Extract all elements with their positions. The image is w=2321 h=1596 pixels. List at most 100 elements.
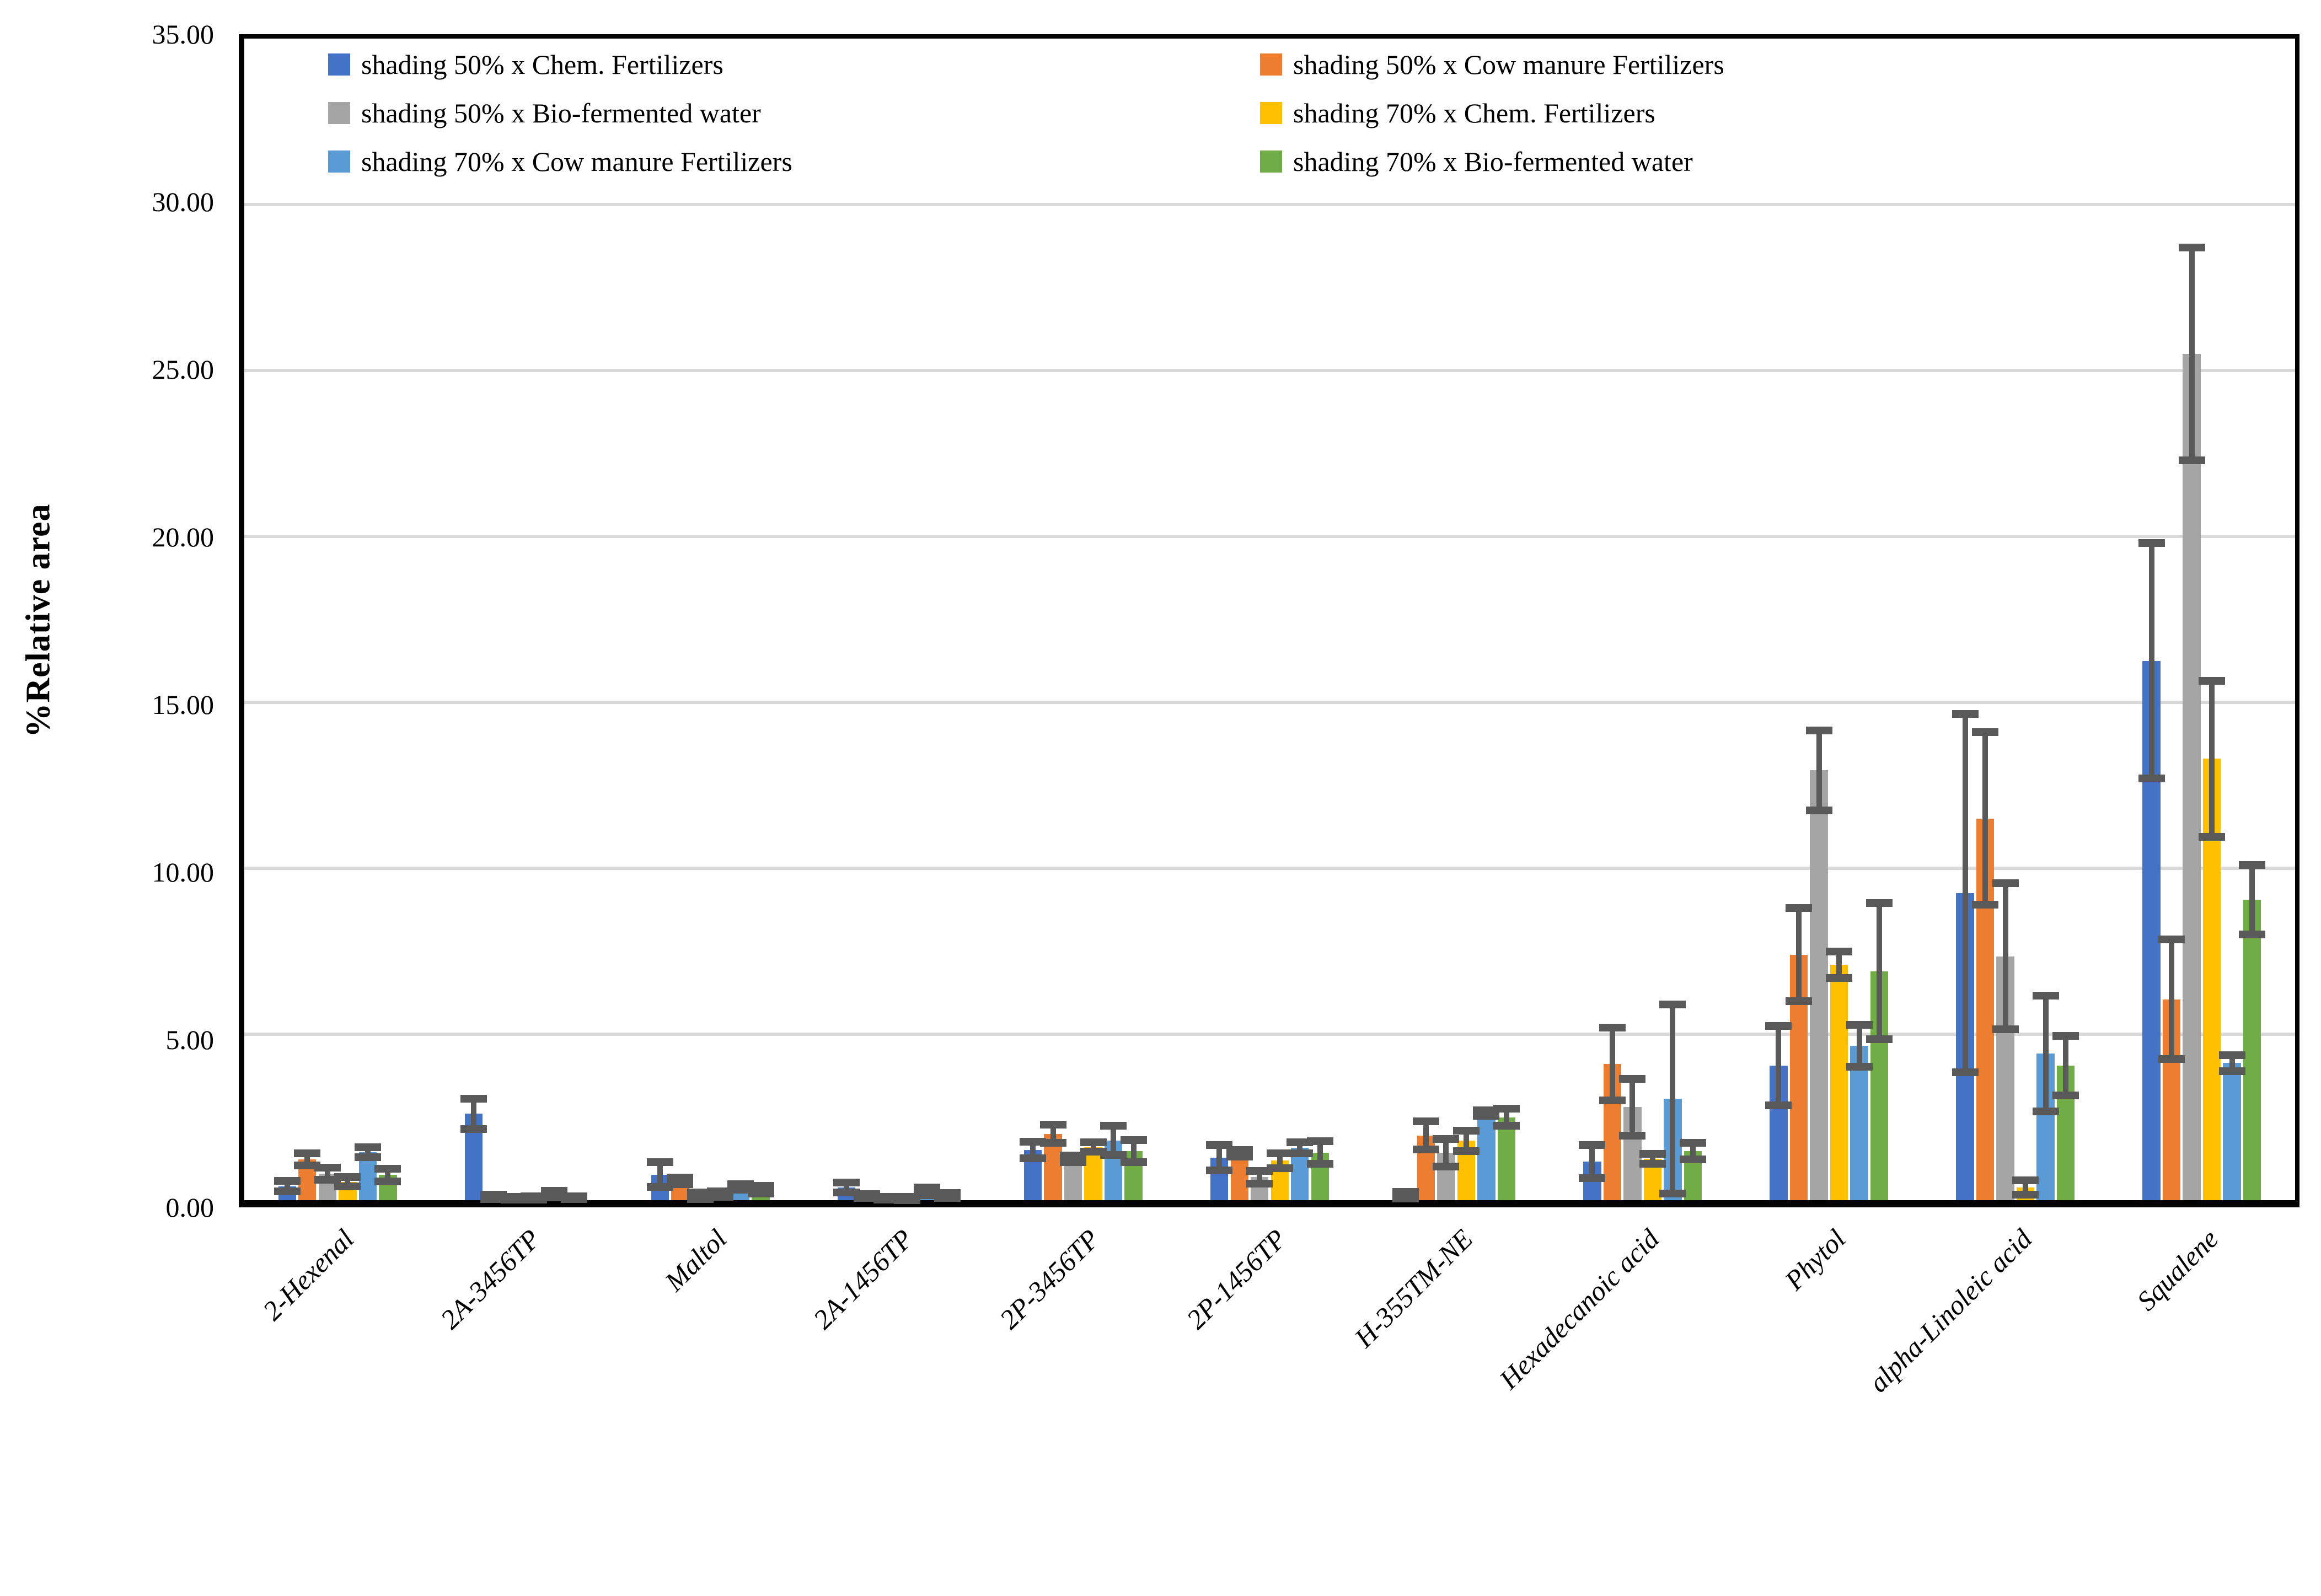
error-cap-high-2P-3456TP-series-4 bbox=[1100, 1122, 1127, 1130]
error-cap-high-H-355TM-NE-series-1 bbox=[1412, 1117, 1439, 1126]
error-cap-high-Maltol-series-4 bbox=[727, 1180, 754, 1188]
bar-Squalene-series-2 bbox=[2183, 353, 2201, 1200]
error-cap-low-2-Hexenal-series-4 bbox=[354, 1153, 381, 1161]
error-cap-low-Hexadecanoic acid-series-1 bbox=[1599, 1097, 1626, 1105]
error-bar-2P-1456TP-series-3 bbox=[1277, 1153, 1283, 1169]
error-cap-low-2A-1456TP-series-3 bbox=[893, 1196, 920, 1204]
error-cap-low-Phytol-series-4 bbox=[1846, 1063, 1873, 1071]
error-cap-high-H-355TM-NE-series-5 bbox=[1493, 1104, 1520, 1113]
error-cap-high-Phytol-series-2 bbox=[1805, 727, 1832, 735]
error-cap-high-alpha-Linoleic acid-series-2 bbox=[1992, 879, 2019, 888]
legend-label: shading 70% x Bio-fermented water bbox=[1293, 146, 1693, 177]
x-label-2P-3456TP: 2P-3456TP bbox=[994, 1223, 1106, 1335]
error-bar-Hexadecanoic acid-series-2 bbox=[1629, 1079, 1636, 1136]
error-bar-Phytol-series-5 bbox=[1877, 903, 1883, 1040]
error-cap-high-alpha-Linoleic acid-series-5 bbox=[2052, 1032, 2079, 1040]
error-bar-2P-1456TP-series-2 bbox=[1257, 1171, 1263, 1184]
error-cap-low-alpha-Linoleic acid-series-2 bbox=[1992, 1025, 2019, 1033]
error-cap-high-2P-3456TP-series-1 bbox=[1039, 1121, 1066, 1129]
error-cap-low-Hexadecanoic acid-series-5 bbox=[1679, 1155, 1706, 1163]
error-bar-Hexadecanoic acid-series-5 bbox=[1690, 1142, 1696, 1159]
plot-inner bbox=[244, 39, 2295, 1204]
error-cap-low-Maltol-series-0 bbox=[646, 1183, 673, 1191]
error-cap-high-Maltol-series-2 bbox=[687, 1189, 714, 1197]
error-cap-low-Squalene-series-1 bbox=[2158, 1055, 2185, 1063]
error-cap-high-2-Hexenal-series-5 bbox=[374, 1164, 401, 1173]
error-bar-2P-3456TP-series-4 bbox=[1111, 1126, 1117, 1156]
bar-H-355TM-NE-series-5 bbox=[1497, 1117, 1516, 1200]
legend-swatch-icon bbox=[1260, 151, 1282, 173]
error-cap-low-2A-1456TP-series-0 bbox=[833, 1189, 860, 1197]
error-bar-2A-1456TP-series-0 bbox=[844, 1183, 850, 1193]
error-cap-low-2P-3456TP-series-4 bbox=[1100, 1151, 1127, 1159]
error-cap-low-H-355TM-NE-series-1 bbox=[1412, 1145, 1439, 1153]
error-cap-high-Squalene-series-0 bbox=[2138, 539, 2165, 547]
error-cap-low-2P-3456TP-series-2 bbox=[1060, 1158, 1087, 1166]
error-cap-low-Phytol-series-2 bbox=[1805, 806, 1832, 814]
error-cap-high-2A-1456TP-series-0 bbox=[833, 1179, 860, 1187]
error-cap-low-Maltol-series-1 bbox=[667, 1180, 694, 1189]
plot-area bbox=[239, 34, 2299, 1207]
error-cap-high-2-Hexenal-series-3 bbox=[334, 1173, 361, 1181]
error-cap-high-2P-3456TP-series-0 bbox=[1020, 1138, 1047, 1146]
error-cap-high-Phytol-series-5 bbox=[1866, 899, 1893, 907]
error-cap-high-Hexadecanoic acid-series-0 bbox=[1579, 1141, 1606, 1149]
error-cap-low-Phytol-series-0 bbox=[1765, 1101, 1792, 1110]
x-label-Phytol: Phytol bbox=[1778, 1223, 1852, 1296]
error-bar-Phytol-series-1 bbox=[1796, 908, 1802, 1001]
error-cap-low-alpha-Linoleic acid-series-1 bbox=[1972, 901, 1999, 909]
error-cap-high-2P-1456TP-series-2 bbox=[1246, 1167, 1273, 1175]
error-bar-2P-3456TP-series-5 bbox=[1130, 1140, 1137, 1162]
bar-Squalene-series-4 bbox=[2223, 1063, 2241, 1200]
error-cap-low-Squalene-series-5 bbox=[2239, 931, 2266, 939]
error-cap-low-H-355TM-NE-series-2 bbox=[1433, 1163, 1460, 1171]
y-tick-5.00: 5.00 bbox=[165, 1024, 215, 1055]
error-cap-high-alpha-Linoleic acid-series-4 bbox=[2032, 991, 2059, 999]
error-cap-low-Squalene-series-3 bbox=[2199, 832, 2226, 841]
legend-item-3: shading 70% x Chem. Fertilizers bbox=[1260, 96, 1655, 130]
error-bar-2P-3456TP-series-3 bbox=[1090, 1142, 1096, 1152]
error-cap-low-Squalene-series-2 bbox=[2178, 456, 2205, 464]
error-cap-high-2A-1456TP-series-4 bbox=[914, 1183, 941, 1191]
error-cap-high-2-Hexenal-series-1 bbox=[294, 1149, 321, 1157]
error-cap-high-2-Hexenal-series-4 bbox=[354, 1143, 381, 1151]
error-cap-high-Phytol-series-3 bbox=[1826, 947, 1853, 955]
error-bar-2P-1456TP-series-5 bbox=[1317, 1141, 1323, 1164]
error-cap-low-2P-1456TP-series-4 bbox=[1287, 1149, 1314, 1158]
gridline-25 bbox=[244, 369, 2295, 372]
error-cap-low-2-Hexenal-series-1 bbox=[294, 1162, 321, 1170]
error-cap-high-alpha-Linoleic acid-series-0 bbox=[1952, 710, 1979, 718]
error-bar-2P-3456TP-series-0 bbox=[1030, 1142, 1036, 1159]
error-cap-high-Squalene-series-2 bbox=[2178, 244, 2205, 252]
error-bar-Phytol-series-3 bbox=[1836, 951, 1842, 978]
error-cap-high-Squalene-series-5 bbox=[2239, 861, 2266, 869]
error-cap-high-2P-1456TP-series-5 bbox=[1306, 1137, 1333, 1146]
error-cap-low-Phytol-series-5 bbox=[1866, 1035, 1893, 1044]
error-cap-high-alpha-Linoleic acid-series-3 bbox=[2012, 1176, 2039, 1184]
error-cap-low-H-355TM-NE-series-0 bbox=[1392, 1194, 1419, 1202]
error-cap-low-alpha-Linoleic acid-series-4 bbox=[2032, 1108, 2059, 1116]
error-bar-Hexadecanoic acid-series-1 bbox=[1609, 1027, 1615, 1101]
error-cap-low-2-Hexenal-series-5 bbox=[374, 1177, 401, 1185]
y-tick-35.00: 35.00 bbox=[152, 19, 215, 50]
error-cap-low-alpha-Linoleic acid-series-0 bbox=[1952, 1068, 1979, 1077]
error-bar-2-Hexenal-series-4 bbox=[365, 1147, 371, 1157]
error-cap-low-2A-3456TP-series-4 bbox=[540, 1194, 567, 1202]
gridline-5 bbox=[244, 1033, 2295, 1036]
error-cap-low-H-355TM-NE-series-5 bbox=[1493, 1122, 1520, 1130]
y-tick-15.00: 15.00 bbox=[152, 689, 215, 720]
error-bar-H-355TM-NE-series-2 bbox=[1443, 1138, 1449, 1167]
legend-swatch-icon bbox=[328, 151, 350, 173]
error-cap-high-H-355TM-NE-series-0 bbox=[1392, 1187, 1419, 1196]
error-cap-low-2-Hexenal-series-0 bbox=[274, 1187, 301, 1196]
error-bar-Phytol-series-0 bbox=[1776, 1025, 1782, 1106]
legend-label: shading 70% x Chem. Fertilizers bbox=[1293, 98, 1655, 128]
error-bar-alpha-Linoleic acid-series-0 bbox=[1962, 714, 1968, 1073]
error-bar-Maltol-series-5 bbox=[758, 1185, 764, 1194]
error-bar-2P-1456TP-series-0 bbox=[1216, 1145, 1223, 1170]
error-cap-high-Hexadecanoic acid-series-5 bbox=[1679, 1138, 1706, 1147]
x-label-2A-1456TP: 2A-1456TP bbox=[807, 1223, 919, 1335]
error-cap-high-2-Hexenal-series-2 bbox=[314, 1164, 341, 1172]
error-cap-low-alpha-Linoleic acid-series-5 bbox=[2052, 1092, 2079, 1100]
gridline-10 bbox=[244, 867, 2295, 870]
